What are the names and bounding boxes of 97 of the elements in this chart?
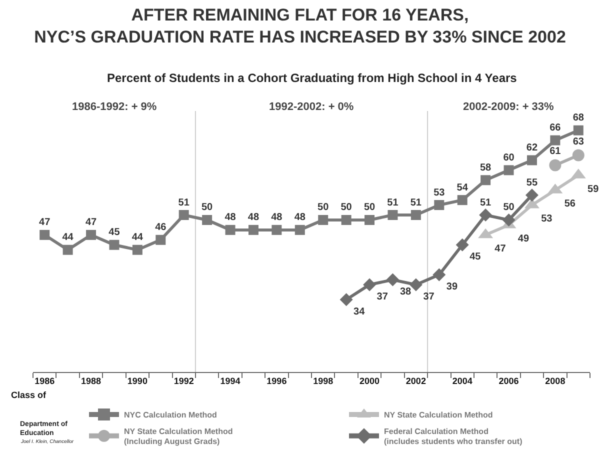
data-label: 51 [480, 197, 492, 208]
data-label: 59 [588, 184, 600, 195]
x-tick-label: 2002 [406, 376, 426, 386]
data-label: 44 [62, 232, 74, 244]
data-label: 63 [572, 136, 584, 148]
data-label: 47 [85, 217, 98, 228]
data-label: 66 [550, 122, 562, 134]
data-label: 60 [503, 152, 515, 164]
text: 1992-2002: + 0% [269, 101, 354, 113]
data-label: 53 [541, 214, 553, 225]
data-label: 47 [39, 217, 51, 228]
point [504, 165, 514, 176]
data-label: 50 [503, 202, 515, 214]
data-label: 62 [526, 142, 538, 154]
text: 2002-2009: + 33% [463, 101, 554, 113]
data-label: 61 [550, 146, 562, 158]
data-label: 51 [178, 197, 190, 208]
point [62, 244, 73, 255]
data-label: 37 [423, 291, 435, 302]
data-label: 46 [155, 222, 167, 234]
point [480, 175, 491, 186]
x-tick-label: 1990 [127, 376, 148, 386]
point [272, 224, 282, 235]
point [409, 278, 422, 292]
x-tick-label: 1986 [34, 376, 55, 386]
point [364, 214, 375, 225]
x-tick-label: 2000 [360, 376, 380, 386]
data-label: 56 [564, 198, 576, 210]
point [550, 135, 560, 146]
legend-label: NY State Calculation Method (Including August Grads) [124, 426, 233, 446]
point [549, 159, 562, 172]
legend-label: Federal Calculation Method (includes students who transfer out) [384, 426, 523, 446]
x-axis-title: Class of [11, 390, 48, 400]
x-tick-label: 2008 [545, 376, 566, 386]
point [525, 188, 538, 202]
data-label: 48 [271, 212, 283, 224]
point [248, 224, 258, 235]
legend-label: NYC Calculation Method [124, 410, 218, 420]
point [156, 234, 166, 245]
x-tick-label: 1994 [220, 376, 240, 386]
point [573, 125, 584, 136]
data-label: 48 [224, 212, 236, 224]
data-label: 39 [446, 282, 458, 292]
data-label: 51 [410, 197, 422, 208]
point [572, 149, 584, 162]
data-label: 45 [470, 252, 482, 263]
data-label: 55 [526, 177, 538, 188]
point [456, 238, 469, 252]
data-label: 50 [318, 202, 330, 214]
data-label: 50 [201, 202, 214, 214]
point [502, 213, 516, 226]
point [432, 268, 446, 282]
data-label: 38 [400, 286, 412, 298]
x-tick-label: 2004 [452, 376, 472, 386]
point [225, 224, 236, 235]
point [109, 240, 120, 250]
point [341, 214, 352, 225]
x-tick-label: 1996 [266, 376, 287, 386]
point [318, 214, 328, 225]
point [363, 278, 376, 292]
point [294, 224, 305, 235]
text: 1986-1992: + 9% [72, 101, 157, 113]
point [457, 195, 468, 206]
point [479, 208, 492, 222]
data-label: 68 [572, 112, 584, 124]
data-label: 51 [387, 197, 399, 208]
data-label: 45 [108, 227, 120, 238]
point [178, 210, 189, 220]
data-label: 53 [434, 187, 446, 198]
x-tick-label: 1988 [81, 376, 102, 386]
data-label: 48 [248, 212, 260, 224]
x-tick-label: 1992 [174, 376, 194, 386]
data-label: 34 [354, 306, 366, 318]
point [434, 200, 444, 210]
point [40, 230, 50, 240]
data-label: 58 [480, 162, 492, 174]
chart-title: AFTER REMAINING FLAT FOR 16 YEARS, NYC’S GRADUATION RATE HAS INCREASED BY 33% SINCE 2002 [34, 5, 566, 46]
point [388, 210, 398, 220]
point [202, 214, 212, 225]
data-label: 50 [340, 202, 352, 214]
point [132, 244, 142, 255]
data-label: 49 [518, 234, 530, 245]
chart-subtitle: Percent of Students in a Cohort Graduating from High School in 4 Years [107, 71, 518, 85]
point [86, 230, 96, 240]
point [386, 273, 400, 286]
x-tick-label: 2006 [498, 376, 519, 386]
data-label: 37 [376, 291, 388, 302]
point [410, 210, 421, 220]
data-label: 54 [456, 182, 468, 194]
data-label: 48 [294, 212, 306, 224]
data-label: 50 [364, 202, 376, 214]
point [340, 293, 353, 306]
point [526, 155, 537, 166]
legend-label: NY State Calculation Method [384, 410, 493, 420]
data-label: 47 [494, 244, 506, 255]
x-tick-label: 1998 [313, 376, 334, 386]
data-label: 44 [132, 232, 144, 244]
